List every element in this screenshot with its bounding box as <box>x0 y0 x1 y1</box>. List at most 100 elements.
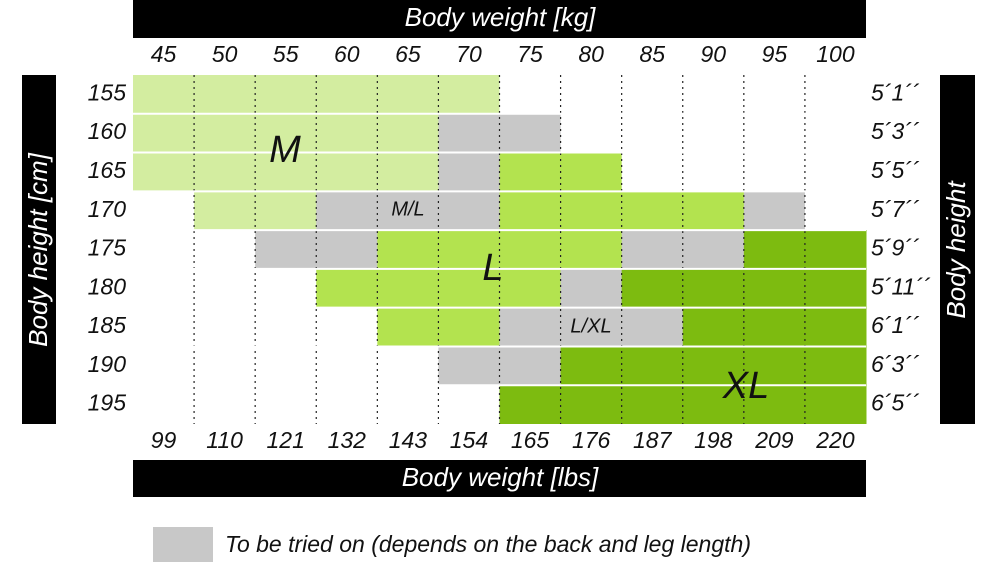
cm-label: 180 <box>88 273 127 299</box>
lbs-label: 209 <box>754 427 794 453</box>
size-cell <box>377 113 439 153</box>
ft-label: 5´11´´ <box>871 273 931 299</box>
lbs-label: 121 <box>267 427 305 453</box>
ft-label: 5´9´´ <box>871 235 920 261</box>
size-label: M/L <box>391 198 424 220</box>
kg-label: 90 <box>700 41 726 67</box>
size-cell <box>499 230 562 269</box>
size-cell <box>438 152 500 192</box>
legend-swatch <box>153 527 213 562</box>
size-cell <box>438 191 500 231</box>
size-cell <box>377 152 439 192</box>
size-cell <box>255 191 317 231</box>
size-cell <box>316 230 378 269</box>
size-cell <box>682 307 745 347</box>
size-cell <box>804 230 867 269</box>
lbs-label: 176 <box>572 427 611 453</box>
size-cell <box>804 346 867 386</box>
size-cell <box>743 385 806 424</box>
size-cell <box>377 191 439 231</box>
size-cell <box>560 113 623 153</box>
ft-label: 5´1´´ <box>871 79 920 105</box>
size-cell <box>621 75 684 114</box>
size-cell <box>194 385 256 424</box>
lbs-label: 132 <box>328 427 367 453</box>
size-cell <box>133 307 195 347</box>
size-label: L <box>482 247 503 289</box>
kg-label: 55 <box>273 41 299 67</box>
size-cell <box>255 385 317 424</box>
size-cell <box>255 152 317 192</box>
cm-label: 175 <box>88 235 127 261</box>
size-cell <box>194 230 256 269</box>
lbs-label: 154 <box>450 427 488 453</box>
size-cell <box>377 385 439 424</box>
kg-label: 85 <box>639 41 665 67</box>
size-cell <box>804 268 867 308</box>
size-cell <box>133 113 195 153</box>
ft-label: 6´3´´ <box>871 351 920 377</box>
top-title: Body weight [kg] <box>405 2 597 32</box>
size-cell <box>743 113 806 153</box>
kg-label: 80 <box>578 41 604 67</box>
size-cell <box>255 268 317 308</box>
kg-label: 75 <box>517 41 543 67</box>
top-bar <box>133 0 866 38</box>
size-cell <box>560 75 623 114</box>
kg-label: 60 <box>334 41 360 67</box>
size-cell <box>682 113 745 153</box>
size-cell <box>682 75 745 114</box>
kg-label: 45 <box>151 41 177 67</box>
size-cell <box>316 307 378 347</box>
size-cell <box>255 230 317 269</box>
size-cell <box>499 113 562 153</box>
bottom-title: Body weight [lbs] <box>402 462 599 492</box>
cm-label: 170 <box>88 196 127 222</box>
size-cell <box>743 346 806 386</box>
size-cell <box>621 268 684 308</box>
size-cell <box>133 385 195 424</box>
ft-label: 6´5´´ <box>871 390 920 416</box>
size-cell <box>621 385 684 424</box>
size-cell <box>194 113 256 153</box>
size-cell <box>682 268 745 308</box>
size-cell <box>316 385 378 424</box>
size-cell <box>621 191 684 231</box>
size-cell <box>560 230 623 269</box>
size-cell <box>560 307 623 347</box>
size-cell <box>682 385 745 424</box>
ft-label: 6´1´´ <box>871 312 920 338</box>
size-cell <box>682 346 745 386</box>
size-cell <box>438 113 500 153</box>
size-cell <box>804 191 867 231</box>
ft-label: 5´3´´ <box>871 118 920 144</box>
lbs-label: 143 <box>389 427 428 453</box>
size-cell <box>560 152 623 192</box>
kg-label: 70 <box>456 41 482 67</box>
cm-label: 165 <box>88 157 127 183</box>
lbs-label: 220 <box>815 427 855 453</box>
size-cell <box>682 191 745 231</box>
size-cell <box>499 307 562 347</box>
bottom-bar <box>133 460 866 497</box>
lbs-label: 99 <box>151 427 177 453</box>
size-cell <box>377 75 439 114</box>
size-cell <box>316 268 378 308</box>
size-cell <box>743 268 806 308</box>
size-cell <box>194 268 256 308</box>
size-cell <box>804 152 867 192</box>
ft-label: 5´5´´ <box>871 157 920 183</box>
kg-label: 100 <box>816 41 855 67</box>
size-cell <box>377 268 439 308</box>
size-cell <box>438 268 500 308</box>
kg-label: 50 <box>212 41 238 67</box>
size-cell <box>133 268 195 308</box>
size-cell <box>255 75 317 114</box>
lbs-label: 198 <box>694 427 733 453</box>
ft-label: 5´7´´ <box>871 196 920 222</box>
kg-label: 95 <box>762 41 788 67</box>
size-cell <box>255 307 317 347</box>
size-cell <box>804 75 867 114</box>
size-cell <box>377 230 439 269</box>
